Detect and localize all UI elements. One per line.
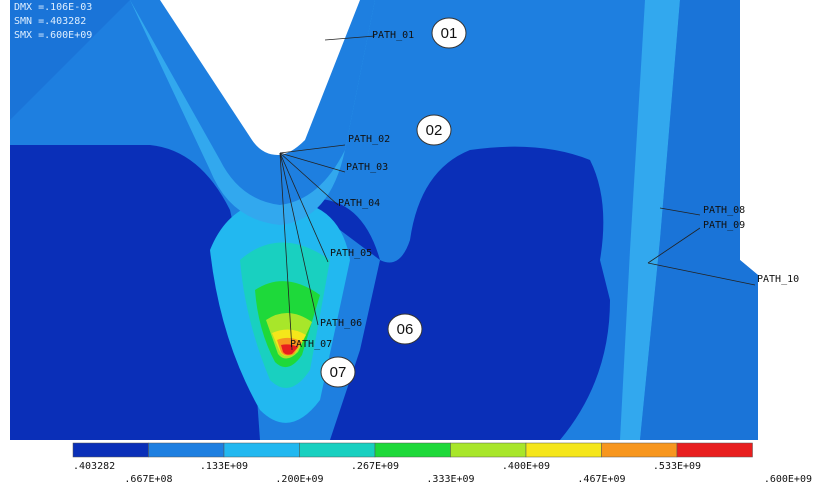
legend-swatch [601, 442, 678, 458]
callout-circle [416, 114, 452, 146]
header-line: SMX =.600E+09 [14, 30, 92, 41]
path-label: PATH_09 [703, 220, 745, 231]
callout-circle [387, 313, 423, 345]
header-line: DMX =.106E-03 [14, 2, 92, 13]
path-label: PATH_01 [372, 30, 414, 41]
callout-circle [320, 356, 356, 388]
path-label: PATH_02 [348, 134, 390, 145]
callout-label: 02 [426, 122, 443, 139]
legend-swatch [450, 442, 527, 458]
legend-label: .333E+09 [426, 474, 474, 485]
path-label: PATH_05 [330, 248, 372, 259]
header-line: SMN =.403282 [14, 16, 86, 27]
legend-swatch [525, 442, 602, 458]
legend-label: .667E+08 [124, 474, 172, 485]
legend-label: .533E+09 [653, 461, 701, 472]
path-label: PATH_07 [290, 339, 332, 350]
callout-label: 07 [330, 364, 347, 381]
legend-label: .133E+09 [200, 461, 248, 472]
legend-swatch [676, 442, 753, 458]
callout-label: 06 [397, 321, 414, 338]
legend-swatch [223, 442, 300, 458]
legend-label: .600E+09 [764, 474, 812, 485]
legend-label: .403282 [73, 461, 115, 472]
path-label: PATH_08 [703, 205, 745, 216]
path-label: PATH_04 [338, 198, 380, 209]
legend-label: .400E+09 [502, 461, 550, 472]
legend-label: .267E+09 [351, 461, 399, 472]
path-lines [279, 35, 756, 351]
contour [281, 344, 298, 355]
part-right [640, 0, 758, 440]
notch [160, 0, 360, 155]
legend-label: .467E+09 [577, 474, 625, 485]
path-label: PATH_06 [320, 318, 362, 329]
path-label: PATH_10 [757, 274, 799, 285]
path-label: PATH_03 [346, 162, 388, 173]
legend-swatch [72, 442, 149, 458]
callout-circle [431, 17, 467, 49]
low-zone [300, 146, 610, 440]
legend-swatch [299, 442, 376, 458]
low-zone [10, 145, 260, 440]
part-left [10, 0, 130, 120]
part-edge [620, 0, 680, 440]
legend-swatch [148, 442, 225, 458]
legend-label: .200E+09 [275, 474, 323, 485]
legend-swatch [374, 442, 451, 458]
callout-label: 01 [441, 25, 458, 42]
